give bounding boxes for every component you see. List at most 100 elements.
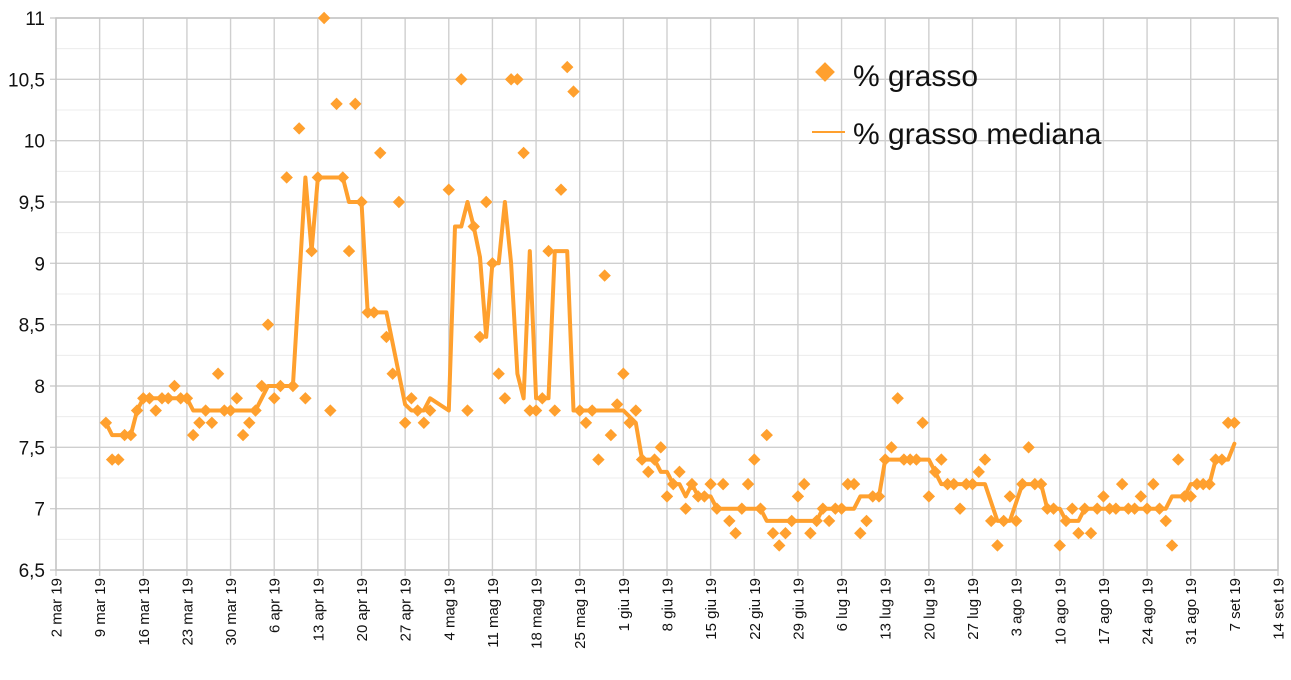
data-point xyxy=(754,502,767,515)
data-point xyxy=(1165,539,1179,552)
data-point xyxy=(1134,490,1148,503)
x-tick-label: 6 lug 19 xyxy=(834,578,851,631)
x-tick-label: 4 mag 19 xyxy=(441,578,458,641)
x-tick-label: 16 mar 19 xyxy=(136,578,153,646)
data-point xyxy=(1228,416,1241,429)
y-tick-label: 10 xyxy=(24,132,45,153)
data-point xyxy=(292,122,306,135)
data-point xyxy=(1203,477,1216,491)
data-point xyxy=(816,502,830,515)
data-point xyxy=(118,428,131,442)
data-point xyxy=(367,306,381,319)
data-point xyxy=(673,465,686,479)
data-point xyxy=(985,514,998,528)
data-point xyxy=(922,490,936,503)
data-point xyxy=(1103,502,1116,515)
legend: % grasso % grasso mediana xyxy=(812,60,1102,151)
data-point xyxy=(199,404,212,417)
data-point xyxy=(112,453,125,466)
data-point xyxy=(1059,514,1073,528)
series-scatter-points xyxy=(99,11,1241,552)
axes xyxy=(55,17,1279,571)
data-point xyxy=(398,416,412,429)
data-point xyxy=(349,97,362,111)
data-point xyxy=(829,502,842,515)
data-point xyxy=(729,527,742,540)
data-point xyxy=(567,85,580,98)
data-point xyxy=(916,416,929,429)
data-point xyxy=(879,453,892,466)
data-point xyxy=(610,398,624,411)
data-point xyxy=(529,404,543,417)
data-point xyxy=(224,404,237,417)
data-point xyxy=(305,244,318,258)
data-point xyxy=(741,477,755,491)
x-tick-label: 18 mag 19 xyxy=(529,578,546,649)
data-point xyxy=(548,404,561,417)
data-point xyxy=(629,404,643,417)
data-point xyxy=(585,404,599,417)
data-point xyxy=(654,441,667,454)
data-point xyxy=(149,404,162,417)
data-point xyxy=(847,477,861,491)
data-point xyxy=(193,416,206,429)
data-point xyxy=(124,428,138,442)
data-point xyxy=(642,465,655,479)
data-point xyxy=(1053,539,1066,552)
legend-label-scatter: % grasso xyxy=(853,60,978,93)
data-point xyxy=(1078,502,1091,515)
data-point xyxy=(236,428,250,442)
data-point xyxy=(760,428,773,442)
data-point xyxy=(1184,490,1197,503)
data-point xyxy=(268,392,281,405)
data-point xyxy=(785,514,798,528)
data-point xyxy=(691,490,705,503)
x-tick-label: 13 lug 19 xyxy=(878,578,895,640)
x-tick-label: 10 ago 19 xyxy=(1052,578,1069,645)
data-point xyxy=(1066,502,1079,515)
data-point xyxy=(411,404,424,417)
data-point xyxy=(473,330,487,344)
data-point xyxy=(405,392,418,405)
data-point xyxy=(579,416,593,429)
data-point xyxy=(748,453,761,466)
data-point xyxy=(498,392,512,405)
x-tick-label: 31 ago 19 xyxy=(1183,578,1200,645)
y-tick-label: 7,5 xyxy=(19,438,45,459)
data-point xyxy=(685,477,699,491)
data-point xyxy=(660,490,674,503)
data-point xyxy=(698,490,711,503)
data-point xyxy=(523,404,537,417)
data-point xyxy=(810,514,823,528)
data-point xyxy=(504,73,518,86)
data-point xyxy=(723,514,736,528)
data-point xyxy=(249,404,262,417)
data-point xyxy=(280,171,293,184)
data-point xyxy=(667,477,680,491)
data-point xyxy=(991,539,1004,552)
data-point xyxy=(866,490,879,503)
data-point xyxy=(835,502,848,515)
y-tick-label: 8,5 xyxy=(19,316,45,337)
x-tick-label: 22 giu 19 xyxy=(747,578,764,640)
data-point xyxy=(623,416,636,429)
data-point xyxy=(442,183,455,196)
x-tick-label: 11 mag 19 xyxy=(485,578,502,648)
data-point xyxy=(417,416,431,429)
data-point xyxy=(423,404,437,417)
data-point xyxy=(1028,477,1042,491)
x-tick-label: 3 ago 19 xyxy=(1009,578,1026,636)
data-point xyxy=(330,97,343,111)
y-tick-label: 11 xyxy=(25,9,45,30)
data-point xyxy=(205,416,219,429)
data-point xyxy=(797,477,811,491)
data-point xyxy=(779,527,792,540)
data-point xyxy=(648,453,661,466)
data-point xyxy=(1041,502,1054,515)
x-tick-label: 7 set 19 xyxy=(1227,578,1244,631)
data-point xyxy=(860,514,873,528)
data-point xyxy=(791,490,805,503)
data-point xyxy=(1190,477,1204,491)
data-point xyxy=(324,404,337,417)
data-point xyxy=(1016,477,1029,491)
